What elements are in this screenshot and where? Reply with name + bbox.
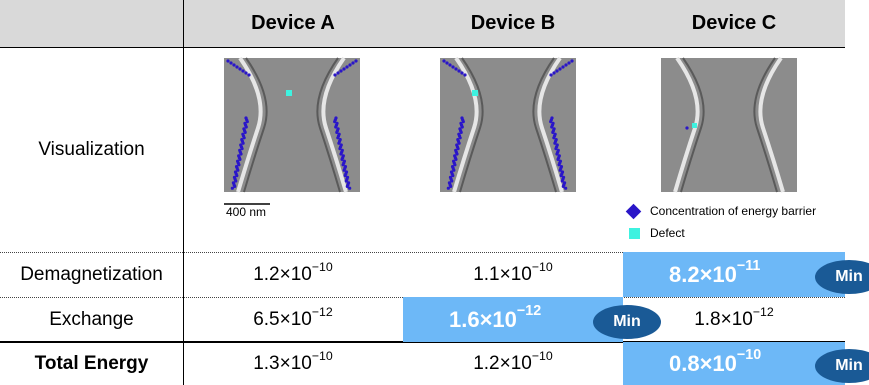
micrograph <box>440 58 576 192</box>
mantissa: 8.2×10 <box>669 262 737 287</box>
exponent: −12 <box>312 305 333 319</box>
mantissa: 0.8×10 <box>669 351 737 376</box>
value-cell: 1.8×10−12 <box>623 297 845 342</box>
barrier-dot <box>457 69 460 72</box>
value-text: 0.8×10−10 <box>669 351 761 377</box>
scale-label: 400 nm <box>226 205 266 219</box>
barrier-dot <box>567 61 570 64</box>
value-cell: 0.8×10−10 <box>623 342 845 385</box>
value-text: 1.3×10−10 <box>253 353 333 375</box>
barrier-dot <box>342 67 345 70</box>
mantissa: 1.1×10 <box>473 264 532 285</box>
legend-label: Defect <box>650 226 685 240</box>
barrier-dot <box>241 69 244 72</box>
legend-diamond <box>626 204 642 220</box>
micrograph <box>661 58 797 192</box>
barrier-dot <box>348 63 351 66</box>
value-text: 8.2×10−11 <box>669 262 760 288</box>
value-cell: 1.2×10−10 <box>403 342 623 385</box>
barrier-dot <box>244 71 247 74</box>
mantissa: 1.8×10 <box>694 309 753 330</box>
barrier-dot <box>685 126 688 129</box>
exponent: −12 <box>753 305 774 319</box>
exponent: −10 <box>312 260 333 274</box>
barrier-dot <box>442 59 445 62</box>
defect <box>692 123 697 128</box>
barrier-dot <box>555 69 558 72</box>
barrier-dot <box>460 71 463 74</box>
min-badge: Min <box>815 349 869 383</box>
value-text: 1.1×10−10 <box>473 264 553 286</box>
exponent: −10 <box>532 349 553 363</box>
barrier-dot <box>454 67 457 70</box>
exponent: −12 <box>517 303 541 319</box>
value-cell: 1.2×10−10 <box>183 252 403 297</box>
defect <box>472 90 478 96</box>
value-text: 6.5×10−12 <box>253 309 333 331</box>
defect <box>286 90 292 96</box>
value-cell: 8.2×10−11 <box>623 252 845 297</box>
barrier-dot <box>247 73 250 76</box>
value-cell: 1.3×10−10 <box>183 342 403 385</box>
row-label: Total Energy <box>0 342 183 385</box>
min-badge: Min <box>815 260 869 294</box>
barrier-dot <box>235 65 238 68</box>
value-text: 1.2×10−10 <box>253 264 333 286</box>
mantissa: 6.5×10 <box>253 309 312 330</box>
row-label: Demagnetization <box>0 252 183 297</box>
micrograph <box>224 58 360 192</box>
barrier-dot <box>463 73 466 76</box>
value-text: 1.6×10−12 <box>449 307 541 333</box>
value-text: 1.8×10−12 <box>694 309 774 331</box>
barrier-dot <box>238 67 241 70</box>
barrier-dot <box>570 59 573 62</box>
barrier-dot <box>558 67 561 70</box>
barrier-dot <box>354 59 357 62</box>
barrier-dot <box>552 71 555 74</box>
barrier-dot <box>564 63 567 66</box>
barrier-dot <box>561 65 564 68</box>
row-label: Exchange <box>0 297 183 342</box>
mantissa: 1.6×10 <box>449 307 517 332</box>
barrier-dot <box>336 71 339 74</box>
barrier-dot <box>345 65 348 68</box>
mantissa: 1.2×10 <box>253 264 312 285</box>
exponent: −10 <box>737 347 761 363</box>
barrier-dot <box>549 73 552 76</box>
barrier-dot <box>447 187 450 190</box>
legend-square <box>629 228 640 239</box>
exponent: −10 <box>312 349 333 363</box>
barrier-dot <box>339 69 342 72</box>
barrier-dot <box>226 59 229 62</box>
barrier-dot <box>448 63 451 66</box>
exponent: −11 <box>737 258 760 274</box>
barrier-dot <box>451 65 454 68</box>
value-cell: 1.6×10−12 <box>403 297 623 342</box>
header-divider <box>0 47 845 48</box>
page: Device A Device B Device C Visualization… <box>0 0 869 385</box>
mantissa: 1.2×10 <box>473 353 532 374</box>
barrier-dot <box>351 61 354 64</box>
barrier-dot <box>348 187 351 190</box>
barrier-dot <box>229 61 232 64</box>
barrier-dot <box>564 187 567 190</box>
legend-label: Concentration of energy barrier <box>650 204 816 218</box>
barrier-dot <box>232 63 235 66</box>
mantissa: 1.3×10 <box>253 353 312 374</box>
value-text: 1.2×10−10 <box>473 353 553 375</box>
value-cell: 6.5×10−12 <box>183 297 403 342</box>
barrier-dot <box>333 73 336 76</box>
value-cell: 1.1×10−10 <box>403 252 623 297</box>
barrier-dot <box>231 187 234 190</box>
barrier-dot <box>445 61 448 64</box>
exponent: −10 <box>532 260 553 274</box>
